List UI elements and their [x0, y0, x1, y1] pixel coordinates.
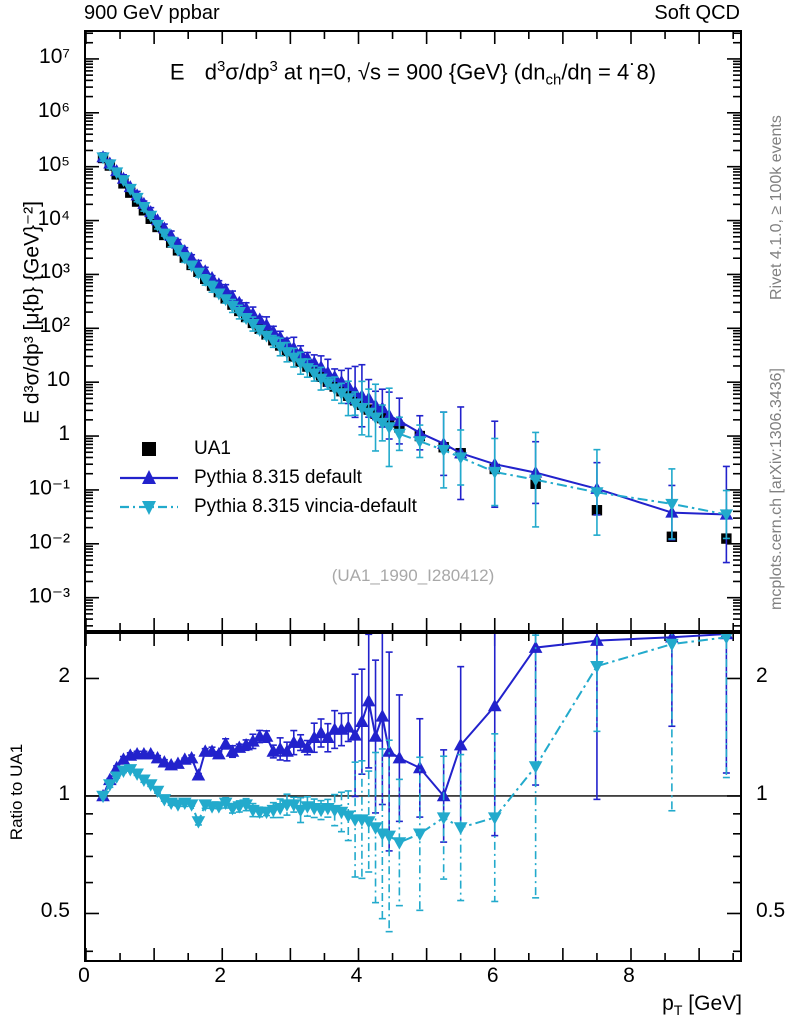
legend-key-square-marker — [118, 438, 180, 460]
title-ch-sub: ch — [545, 71, 562, 89]
title-kinematics: at η=0, √s = 900 {GeV} (dn — [277, 59, 546, 85]
main-y-tick-9: 10⁻² — [28, 530, 70, 554]
rivet-version-credit: Rivet 4.1.0, ≥ 100k events — [768, 115, 785, 300]
main-y-tick-2: 10⁵ — [37, 152, 70, 176]
ratio-y-tick-1: 1 — [58, 781, 70, 805]
title-E: E — [169, 59, 185, 85]
x-tick-1: 2 — [214, 964, 227, 987]
ratio-y-axis-title: Ratio to UA1 — [7, 743, 26, 841]
title-sigma-dp: σ/dp — [225, 59, 270, 85]
main-y-axis-title: E d³σ/dp³ [μ{b} {GeV}⁻²] — [20, 201, 44, 424]
title-mult: /dη = 4˙8) — [561, 59, 657, 85]
main-y-tick-6: 10 — [46, 368, 70, 392]
x-tick-2: 4 — [350, 964, 363, 987]
ratio-y-tick-right-1: 1 — [756, 781, 768, 805]
x-tick-labels: 0 2 4 6 8 — [78, 964, 742, 994]
ratio-series-1 — [96, 634, 733, 933]
legend-label-pythia-vincia: Pythia 8.315 vincia-default — [194, 496, 417, 517]
analysis-id-watermark: (UA1_1990_I280412) — [331, 566, 495, 585]
x-title-p: p — [662, 992, 674, 1015]
title-dp-sup: 3 — [269, 58, 278, 75]
ratio-y-tick-labels: 2 1 0.5 — [0, 632, 78, 962]
main-y-tick-5: 10² — [39, 314, 70, 338]
x-title-sub: T — [673, 1003, 683, 1020]
main-plot-panel — [84, 30, 742, 632]
main-y-tick-4: 10³ — [39, 260, 70, 284]
mcplots-credit: mcplots.cern.ch [arXiv:1306.3436] — [768, 368, 785, 610]
x-tick-0: 0 — [78, 964, 90, 987]
ratio-plot-panel — [84, 632, 742, 962]
legend-item-pythia-default[interactable]: Pythia 8.315 default — [118, 463, 417, 492]
main-y-tick-1: 10⁶ — [37, 98, 70, 122]
main-y-tick-labels: 10⁷ 10⁶ 10⁵ 10⁴ 10³ 10² 10 1 10⁻¹ 10⁻² 10⁻³ — [0, 30, 78, 632]
main-y-tick-3: 10⁴ — [37, 206, 70, 230]
plot-title: E d3σ/dp3 at η=0, √s = 900 {GeV} (dnch/d… — [84, 58, 742, 89]
x-tick-3: 6 — [486, 964, 499, 987]
legend: UA1 Pythia 8.315 default Pythia 8.315 vi… — [118, 434, 417, 521]
ratio-plot-canvas — [86, 634, 740, 960]
main-y-tick-7: 1 — [58, 422, 70, 446]
main-y-tick-10: 10⁻³ — [28, 584, 70, 608]
legend-label-ua1: UA1 — [194, 438, 231, 459]
legend-item-ua1[interactable]: UA1 — [118, 434, 417, 463]
series-2 — [96, 152, 733, 540]
legend-item-pythia-vincia[interactable]: Pythia 8.315 vincia-default — [118, 492, 417, 521]
legend-key-dashdot-line-down-triangle — [118, 496, 180, 518]
header-beam-label: 900 GeV ppbar — [84, 2, 220, 24]
ratio-series-0 — [96, 634, 734, 852]
x-tick-4: 8 — [623, 964, 635, 987]
ratio-y-tick-labels-right: 2 1 0.5 — [748, 632, 786, 962]
ratio-y-tick-right-2: 0.5 — [756, 899, 786, 923]
main-y-tick-8: 10⁻¹ — [28, 476, 70, 500]
x-axis-title: pT [GeV] — [662, 992, 742, 1019]
main-plot-canvas — [86, 32, 740, 630]
legend-label-pythia-default: Pythia 8.315 default — [194, 467, 362, 488]
main-y-tick-0: 10⁷ — [39, 44, 70, 68]
header-analysis-label: Soft QCD — [654, 2, 740, 24]
ratio-y-tick-right-0: 2 — [756, 664, 768, 688]
ratio-y-tick-2: 0.5 — [40, 899, 70, 923]
x-title-unit: [GeV] — [682, 992, 742, 1015]
title-d: d — [204, 59, 217, 85]
title-d-sup: 3 — [216, 58, 226, 75]
ratio-y-tick-0: 2 — [58, 664, 70, 688]
legend-key-solid-line-up-triangle — [118, 467, 180, 489]
